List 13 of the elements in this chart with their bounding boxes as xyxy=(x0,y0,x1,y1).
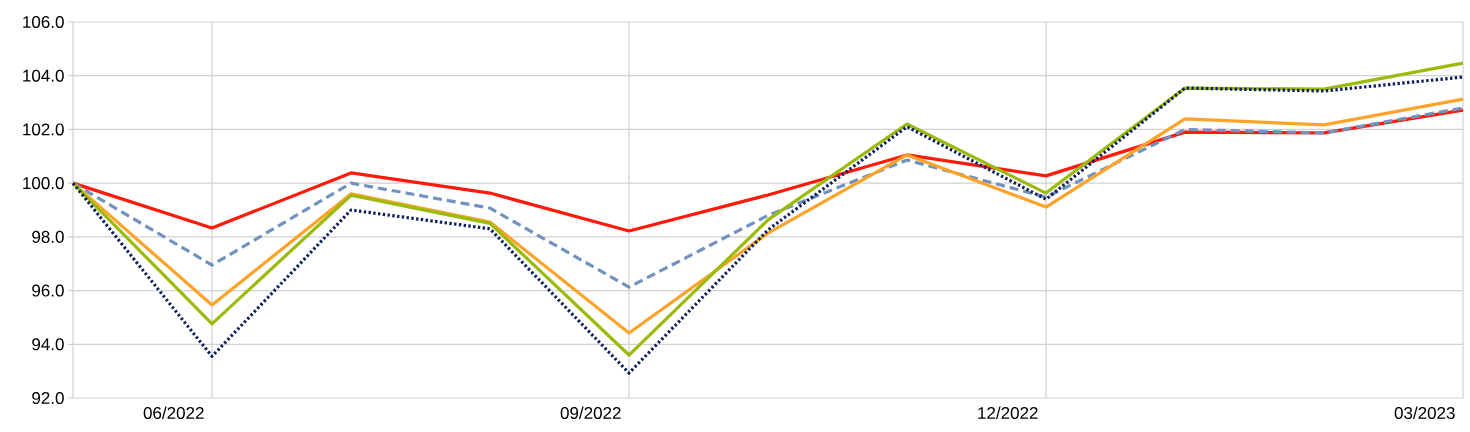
x-tick-label: 03/2023 xyxy=(1394,406,1455,420)
x-tick-label: 06/2022 xyxy=(143,406,204,420)
y-tick-label: 106.0 xyxy=(23,15,64,29)
y-tick-label: 104.0 xyxy=(23,69,64,82)
y-tick-label: 100.0 xyxy=(23,177,64,190)
x-tick-label: 12/2022 xyxy=(978,406,1038,420)
y-tick-label: 102.0 xyxy=(23,123,64,136)
y-tick-label: 94.0 xyxy=(32,338,64,351)
x-tick-label: 09/2022 xyxy=(560,406,621,420)
line-series xyxy=(71,106,1465,289)
y-tick-label: 96.0 xyxy=(32,284,64,297)
y-tick-label: 92.0 xyxy=(32,391,64,405)
y-tick-label: 98.0 xyxy=(32,230,64,243)
